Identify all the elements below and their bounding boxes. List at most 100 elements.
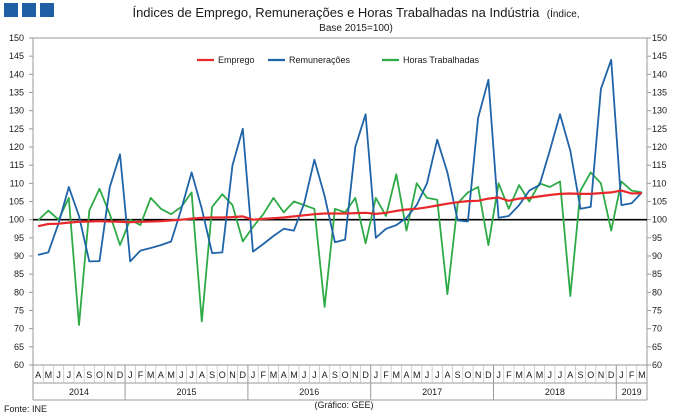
y-tick-left-1: 65 (14, 342, 24, 352)
source-note: Fonte: INE (4, 404, 47, 414)
chart-credit: (Gráfico: GEE) (314, 400, 373, 410)
y-tick-left-11: 115 (10, 160, 24, 170)
x-month-label-45: J (496, 370, 501, 380)
y-tick-left-16: 140 (9, 69, 24, 79)
x-month-label-5: S (86, 370, 92, 380)
x-month-label-10: F (138, 370, 144, 380)
x-month-label-8: D (117, 370, 124, 380)
y-tick-right-2: 70 (652, 324, 662, 334)
x-month-label-36: A (404, 370, 410, 380)
x-month-label-37: M (413, 370, 421, 380)
x-month-label-13: M (167, 370, 175, 380)
y-tick-left-7: 95 (14, 233, 24, 243)
x-month-label-1: M (45, 370, 53, 380)
chart-title: Índices de Emprego, Remunerações e Horas… (132, 4, 579, 21)
y-tick-left-14: 130 (9, 106, 24, 116)
y-tick-right-11: 115 (652, 160, 666, 170)
x-month-label-51: J (558, 370, 563, 380)
x-month-label-12: A (158, 370, 164, 380)
x-month-label-20: D (240, 370, 247, 380)
y-tick-left-10: 110 (10, 178, 24, 188)
y-tick-left-12: 120 (9, 142, 24, 152)
series-line-emprego (37, 189, 642, 228)
x-month-label-40: A (444, 370, 450, 380)
y-tick-right-14: 130 (652, 106, 667, 116)
x-month-label-15: J (189, 370, 194, 380)
x-month-label-48: A (526, 370, 532, 380)
logo (4, 3, 54, 17)
x-month-label-39: J (435, 370, 440, 380)
y-tick-left-8: 100 (9, 215, 24, 225)
legend-label-remuneracoes: Remunerações (289, 55, 351, 65)
y-tick-left-15: 135 (9, 88, 24, 98)
series-group (37, 58, 643, 326)
chart-subtitle: Base 2015=100) (319, 23, 393, 34)
x-month-label-44: D (485, 370, 492, 380)
x-month-label-54: O (587, 370, 594, 380)
x-month-label-28: A (322, 370, 328, 380)
x-month-label-17: S (209, 370, 215, 380)
legend-label-horas-trabalhadas: Horas Trabalhadas (403, 55, 480, 65)
x-month-label-38: J (425, 370, 430, 380)
x-year-label-2015: 2015 (176, 387, 196, 397)
y-tick-right-17: 145 (652, 51, 667, 61)
x-month-label-30: O (342, 370, 349, 380)
x-month-label-52: A (567, 370, 573, 380)
y-tick-right-1: 65 (652, 342, 662, 352)
y-tick-left-3: 75 (14, 306, 24, 316)
y-tick-left-13: 125 (9, 124, 24, 134)
y-tick-right-6: 90 (652, 251, 662, 261)
series-line-horas-trabalhadas (37, 171, 643, 326)
y-tick-right-13: 125 (652, 124, 667, 134)
x-month-label-0: A (35, 370, 41, 380)
x-month-label-31: N (352, 370, 359, 380)
x-month-label-26: J (302, 370, 307, 380)
y-tick-right-9: 105 (652, 197, 667, 207)
y-tick-left-6: 90 (14, 251, 24, 261)
y-axis-right: 60 65 70 75 80 85 90 95 100 105 110 115 120 125 130 135… (647, 33, 667, 370)
x-year-label-2018: 2018 (545, 387, 565, 397)
y-tick-left-18: 150 (9, 33, 24, 43)
x-month-label-46: F (506, 370, 512, 380)
x-month-label-47: M (515, 370, 523, 380)
y-tick-right-16: 140 (652, 69, 667, 79)
x-month-label-41: S (455, 370, 461, 380)
x-month-label-33: J (374, 370, 379, 380)
y-tick-left-9: 105 (9, 197, 24, 207)
chart-title-main: Índices de Emprego, Remunerações e Horas… (132, 5, 540, 20)
x-month-label-2: J (56, 370, 61, 380)
x-month-label-43: N (475, 370, 482, 380)
x-month-label-7: N (107, 370, 114, 380)
series-line-remuneracoes (37, 58, 643, 263)
y-tick-left-0: 60 (14, 360, 24, 370)
x-month-label-18: O (219, 370, 226, 380)
y-tick-left-2: 70 (14, 324, 24, 334)
x-year-label-2014: 2014 (69, 387, 89, 397)
x-month-label-32: D (362, 370, 369, 380)
x-month-label-42: O (464, 370, 471, 380)
y-tick-right-5: 85 (652, 269, 662, 279)
x-month-label-4: A (76, 370, 82, 380)
y-axis-left: 60 65 70 75 80 85 90 95 100 105 110 115 120 125 130 135… (9, 33, 33, 370)
chart-title-suffix: (Índice, (547, 7, 580, 20)
x-month-label-56: D (608, 370, 615, 380)
x-month-label-27: J (312, 370, 317, 380)
x-month-label-29: S (332, 370, 338, 380)
x-month-label-16: A (199, 370, 205, 380)
x-month-label-23: M (270, 370, 278, 380)
y-tick-right-10: 110 (652, 178, 666, 188)
y-tick-left-17: 145 (9, 51, 24, 61)
y-tick-right-18: 150 (652, 33, 667, 43)
x-month-label-9: J (128, 370, 133, 380)
x-month-label-55: N (598, 370, 605, 380)
x-month-label-59: M (638, 370, 646, 380)
x-year-label-2017: 2017 (422, 387, 442, 397)
x-month-label-3: J (67, 370, 72, 380)
legend: Emprego Remunerações Horas Trabalhadas (197, 55, 480, 65)
x-month-label-57: J (619, 370, 624, 380)
y-tick-right-7: 95 (652, 233, 662, 243)
logo-block-2 (22, 3, 36, 17)
x-month-label-34: F (383, 370, 389, 380)
